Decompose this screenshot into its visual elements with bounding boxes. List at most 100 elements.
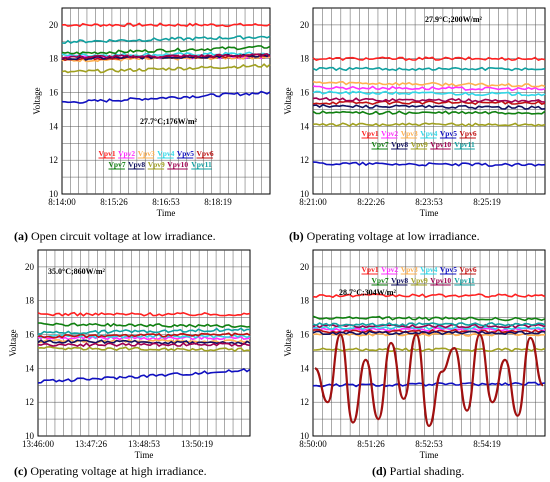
series-line-vpv6 <box>312 100 546 106</box>
legend-entry-vpv5: Vpv5 <box>177 149 194 158</box>
legend-entry-vpv10: Vpv10 <box>430 276 451 285</box>
y-tick-label: 12 <box>300 397 309 407</box>
chart-a: 10 12 14 16 18 20 8:14:00 8:15:26 8:16:53 8:18:19… <box>32 7 271 218</box>
y-tick-label: 10 <box>49 189 59 199</box>
chart-c: 10 12 14 16 18 20 13:46:00 13:47:26 13:48:53 13:5… <box>8 249 251 460</box>
legend-entry-vpv10: Vpv10 <box>167 160 188 169</box>
y-tick-label: 16 <box>300 330 310 340</box>
y-tick-label: 14 <box>49 121 59 131</box>
series-line-vpv5 <box>61 90 271 104</box>
series-line-vpv1 <box>61 22 271 28</box>
y-tick-label: 20 <box>49 20 59 30</box>
y-axis-label: Voltage <box>32 87 42 114</box>
legend-entry-vpv3: Vpv3 <box>401 265 418 274</box>
legend-entry-vpv5: Vpv5 <box>440 265 457 274</box>
condition-annotation: 27.7°C;176W/m² <box>140 117 198 126</box>
legend-entry-vpv7: Vpv7 <box>372 140 389 149</box>
series-line-vpv11 <box>37 327 251 335</box>
chart-panel-a: 10 12 14 16 18 20 8:14:00 8:15:26 8:16:53 8:18:19… <box>0 0 275 230</box>
chart-panel-d: 10 12 14 16 18 20 8:50:00 8:51:26 8:52:53 8:54:19… <box>275 242 550 464</box>
x-tick-label: 8:16:53 <box>152 197 180 207</box>
series-line-vpv5 <box>312 161 546 167</box>
y-axis-label: Voltage <box>283 329 293 356</box>
legend-entry-vpv6: Vpv6 <box>197 149 214 158</box>
y-tick-label: 10 <box>300 189 310 199</box>
series-line-vpv9 <box>61 63 271 74</box>
series-line-vpv11 <box>312 66 546 72</box>
series-line-vpv8 <box>312 330 545 336</box>
series-line-vpv1 <box>37 311 251 317</box>
legend-entry-vpv11: Vpv11 <box>454 140 475 149</box>
x-tick-label: 8:51:26 <box>357 439 385 449</box>
legend-entry-vpv6: Vpv6 <box>460 265 477 274</box>
x-axis-label: Time <box>420 450 439 460</box>
series-line-vpv5 <box>312 381 546 388</box>
series-line-vpv8 <box>37 339 251 346</box>
series-line-vpv11 <box>312 322 546 327</box>
chart-d: 10 12 14 16 18 20 8:50:00 8:51:26 8:52:53 8:54:19… <box>283 249 546 460</box>
series-line-vpv10 <box>37 342 251 348</box>
series-line-vpv11 <box>61 35 271 45</box>
y-tick-label: 10 <box>25 431 35 441</box>
legend-entry-vpv3: Vpv3 <box>401 129 418 138</box>
legend-entry-vpv6: Vpv6 <box>460 129 477 138</box>
series-line-vpv2 <box>312 85 546 92</box>
series-line-vpv5 <box>37 368 251 384</box>
series-line-vpv10 <box>312 97 546 103</box>
chart-b: 10 12 14 16 18 20 8:21:00 8:22:26 8:23:53 8:25:19… <box>283 7 546 218</box>
legend-entry-vpv4: Vpv4 <box>420 265 437 274</box>
series-line-vpv9 <box>312 347 546 353</box>
legend-entry-vpv2: Vpv2 <box>118 149 135 158</box>
legend-entry-vpv9: Vpv9 <box>148 160 165 169</box>
legend-entry-vpv7: Vpv7 <box>372 276 389 285</box>
series-line-vpv6 <box>37 332 251 339</box>
chart-panel-b: 10 12 14 16 18 20 8:21:00 8:22:26 8:23:53 8:25:19… <box>275 0 550 230</box>
x-tick-label: 13:50:19 <box>181 439 214 449</box>
legend-entry-vpv4: Vpv4 <box>157 149 174 158</box>
y-tick-label: 18 <box>300 296 310 306</box>
condition-annotation: 27.9°C;200W/m² <box>425 15 483 24</box>
x-tick-label: 8:54:19 <box>473 439 501 449</box>
y-tick-label: 12 <box>49 155 58 165</box>
x-tick-label: 8:18:19 <box>204 197 232 207</box>
condition-annotation: 28.7°C;304W/m² <box>339 288 397 297</box>
legend-entry-vpv5: Vpv5 <box>440 129 457 138</box>
y-tick-label: 14 <box>300 121 310 131</box>
legend-entry-vpv2: Vpv2 <box>381 129 398 138</box>
y-tick-label: 12 <box>300 155 309 165</box>
legend-entry-vpv8: Vpv8 <box>128 160 145 169</box>
legend-entry-vpv8: Vpv8 <box>391 140 408 149</box>
x-tick-label: 8:23:53 <box>415 197 443 207</box>
series-line-vpv4 <box>312 90 546 97</box>
x-tick-label: 8:14:00 <box>48 197 76 207</box>
x-tick-label: 13:48:53 <box>128 439 161 449</box>
condition-annotation: 35.0°C;860W/m² <box>48 267 106 276</box>
legend-entry-vpv3: Vpv3 <box>138 149 155 158</box>
series-line-vpv7 <box>312 315 546 322</box>
x-tick-label: 13:46:00 <box>22 439 55 449</box>
series-line-vpv9 <box>312 122 546 128</box>
legend-entry-vpv9: Vpv9 <box>411 276 428 285</box>
series-line-vpv6 <box>312 328 546 334</box>
x-tick-label: 8:25:19 <box>473 197 501 207</box>
y-tick-label: 14 <box>300 363 310 373</box>
y-tick-label: 12 <box>25 397 34 407</box>
x-tick-label: 8:50:00 <box>299 439 327 449</box>
y-tick-label: 18 <box>49 54 59 64</box>
series-line-vpv1 <box>312 56 546 62</box>
legend-entry-vpv11: Vpv11 <box>454 276 475 285</box>
caption-b: (b) Operating voltage at low irradiance. <box>289 229 480 243</box>
chart-panel-c: 10 12 14 16 18 20 13:46:00 13:47:26 13:48:53 13:5… <box>0 242 275 464</box>
y-tick-label: 14 <box>25 363 35 373</box>
series-line-vpv7 <box>312 110 546 116</box>
legend-entry-vpv2: Vpv2 <box>381 265 398 274</box>
series-line-vpv1 <box>312 293 546 299</box>
series-line-vpv9 <box>37 345 251 353</box>
y-axis-label: Voltage <box>8 329 18 356</box>
legend-entry-vpv11: Vpv11 <box>191 160 212 169</box>
legend-entry-vpv4: Vpv4 <box>420 129 437 138</box>
legend-entry-vpv10: Vpv10 <box>430 140 451 149</box>
series-line-vpv7 <box>61 45 271 56</box>
y-tick-label: 16 <box>300 88 310 98</box>
x-tick-label: 13:47:26 <box>75 439 108 449</box>
